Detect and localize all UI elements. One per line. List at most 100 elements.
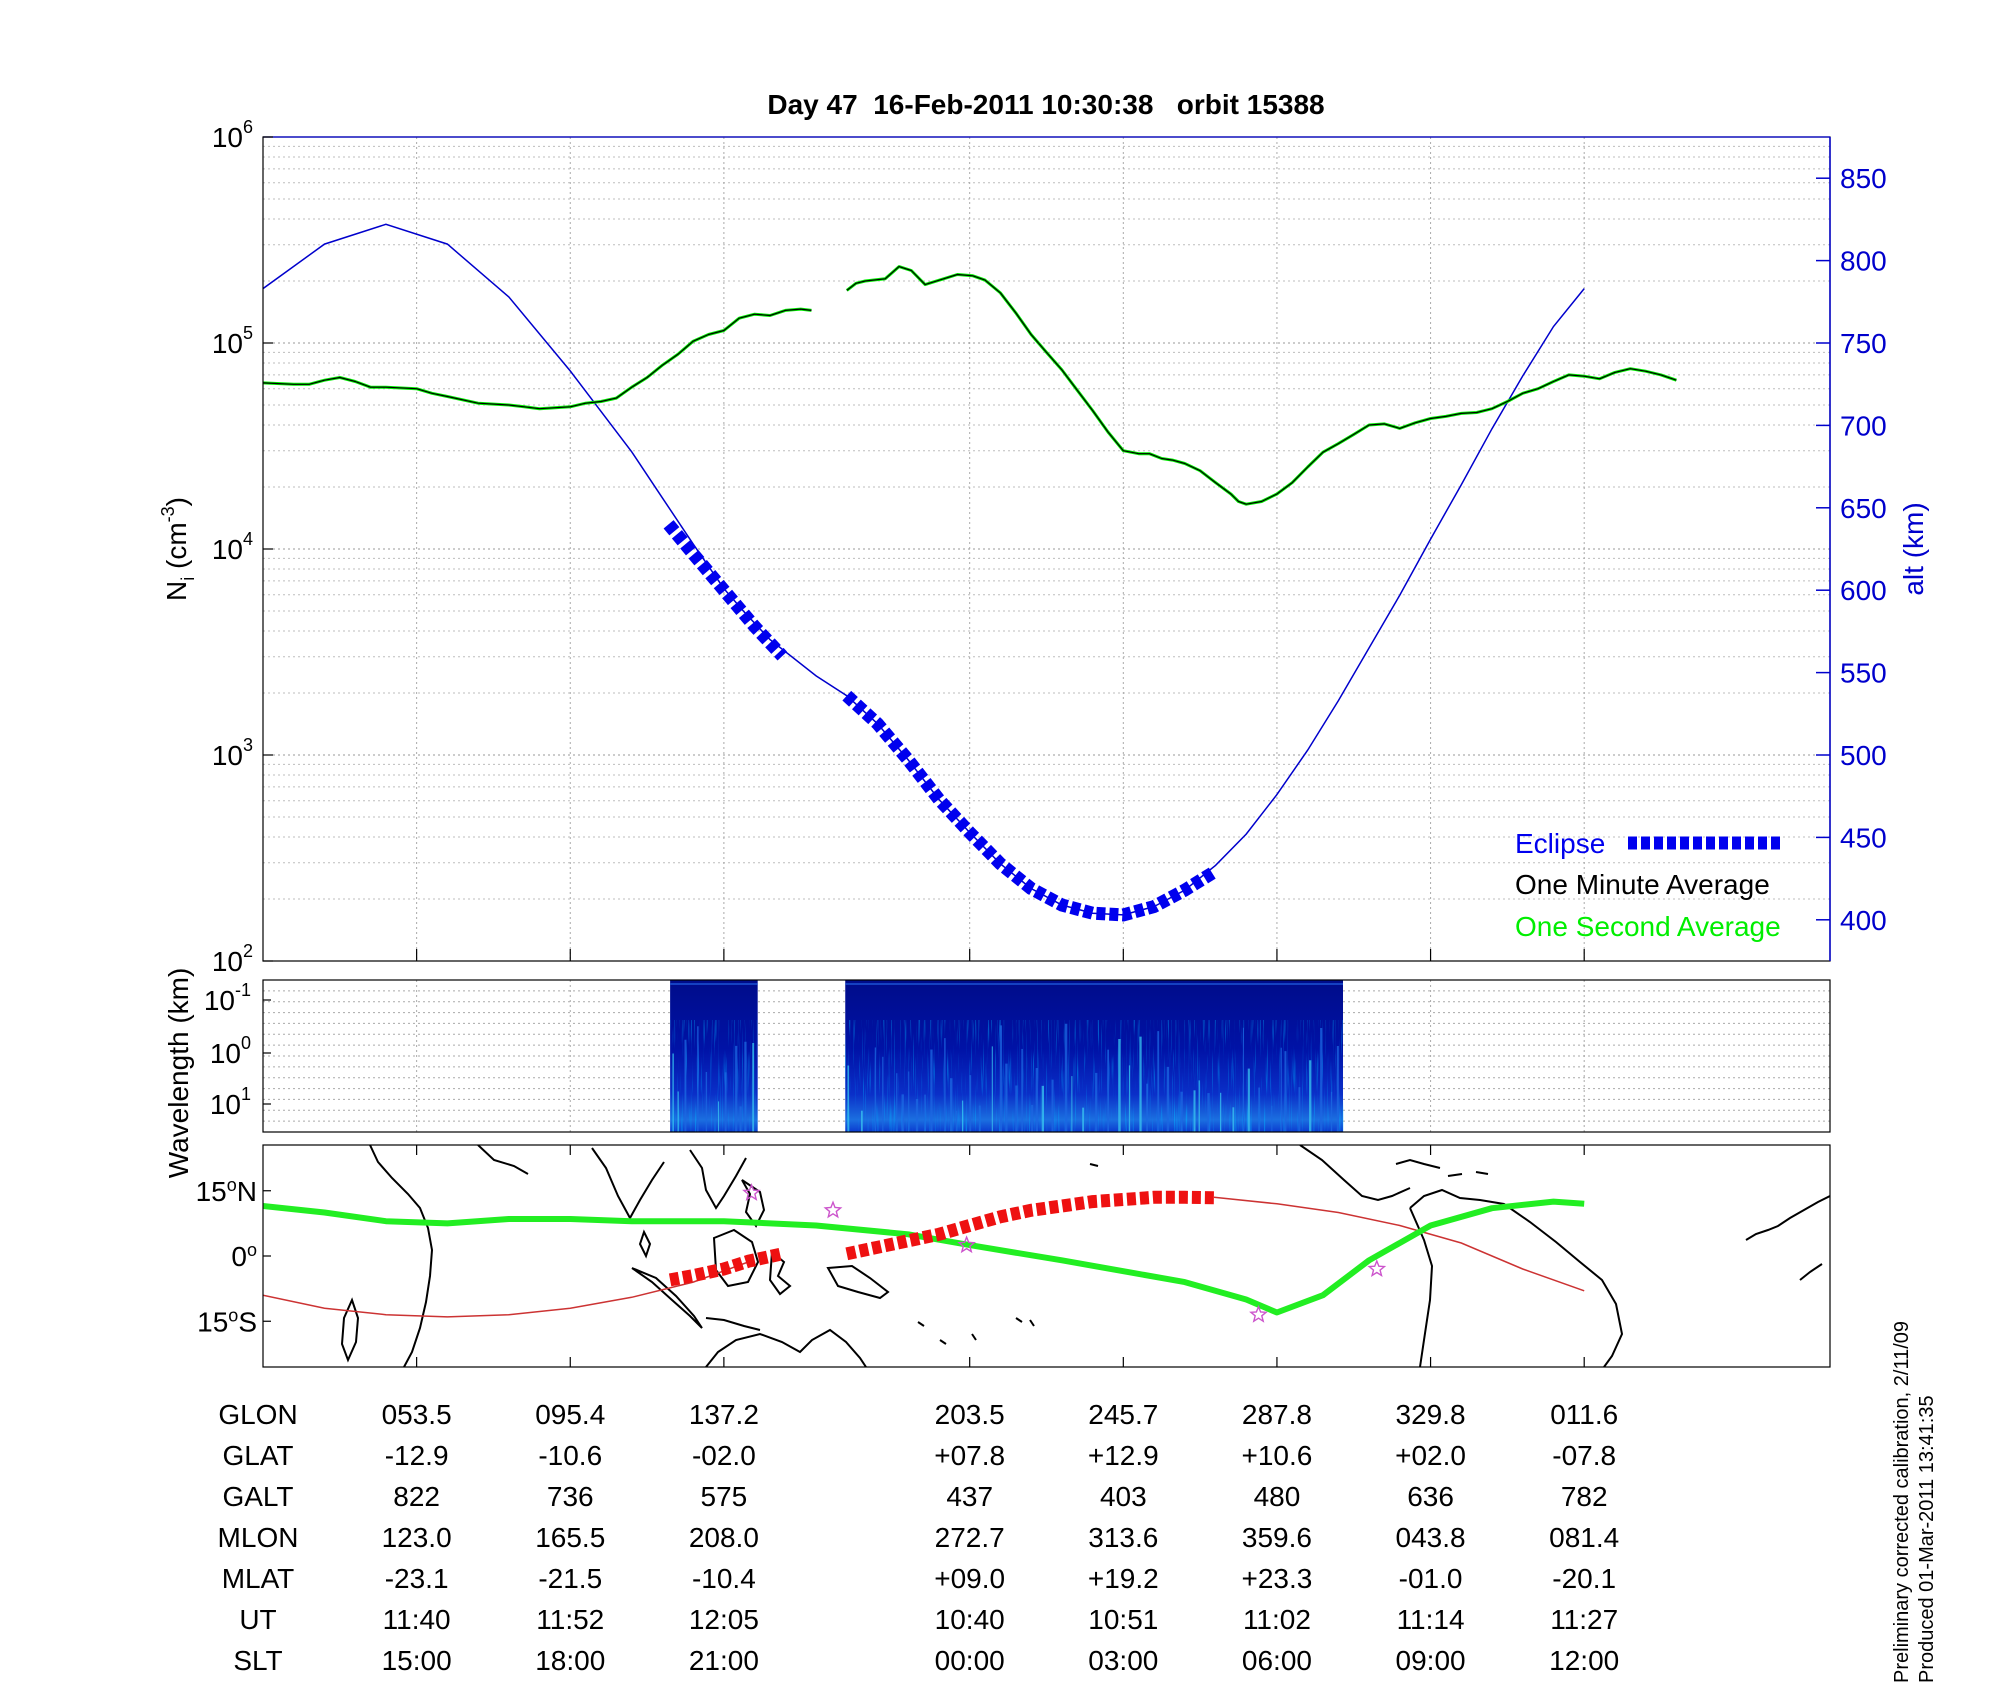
table-cell: +09.0	[934, 1563, 1005, 1594]
coast-caribbean	[1395, 1158, 1489, 1177]
table-cell: 329.8	[1396, 1399, 1466, 1430]
ground-track-line	[263, 1198, 1585, 1316]
magnetic-equator-east	[1213, 1196, 1585, 1292]
table-cell: 313.6	[1088, 1522, 1158, 1553]
coast-west-africa	[1745, 1195, 1830, 1241]
station-star-marker	[1367, 1259, 1387, 1278]
table-cell: -20.1	[1552, 1563, 1616, 1594]
eclipse-segment	[842, 690, 1218, 922]
coast-new-guinea	[826, 1264, 890, 1300]
table-cell: 081.4	[1549, 1522, 1619, 1553]
orbit-parameter-table: GLON 053.5 095.4 137.2 203.5 245.7 287.8 329.8 0…	[218, 1399, 1620, 1676]
spectrogram-tick-label: 101	[210, 1084, 251, 1120]
table-cell: 575	[701, 1481, 748, 1512]
table-cell: 03:00	[1088, 1645, 1158, 1676]
table-cell: 21:00	[689, 1645, 759, 1676]
calibration-note: Preliminary corrected calibration, 2/11/…	[1891, 1321, 1913, 1683]
station-star-marker	[1249, 1304, 1268, 1323]
eclipse-track-segment	[668, 1247, 784, 1287]
altitude-axis-ticks: 400 450 500 550 600 650 700 750 800 850	[1816, 163, 1887, 936]
density-axis-label: Ni (cm-3)	[158, 497, 198, 601]
table-cell: -10.4	[692, 1563, 756, 1594]
altitude-axis-label: alt (km)	[1898, 502, 1929, 595]
spectrogram-y-ticks: 10-1 100 101	[204, 980, 271, 1120]
table-cell: -12.9	[385, 1440, 449, 1471]
table-cell: 11:52	[536, 1604, 604, 1635]
table-row-label: GALT	[222, 1481, 293, 1512]
table-cell: 10:40	[935, 1604, 1005, 1635]
table-cell: 165.5	[535, 1522, 605, 1553]
main-panel: 102 103 104 105 106 400 450 500 550 600 650 700 750…	[158, 117, 1929, 977]
production-note: Produced 01-Mar-2011 13:41:35	[1916, 1395, 1938, 1683]
density-unit-exponent: -3	[158, 506, 178, 522]
table-row-label: GLAT	[222, 1440, 293, 1471]
coast-philippines	[741, 1179, 766, 1228]
table-row-label: MLON	[218, 1522, 299, 1553]
table-cell: 11:02	[1243, 1604, 1311, 1635]
magnetic-equator-west	[263, 1261, 748, 1318]
table-cell: 09:00	[1396, 1645, 1466, 1676]
table-cell: 15:00	[382, 1645, 452, 1676]
altitude-tick-label: 550	[1840, 658, 1887, 689]
station-star-marker	[823, 1200, 843, 1219]
coast-sulawesi	[768, 1249, 792, 1296]
one-second-average-line	[845, 265, 1677, 506]
density-symbol: N	[161, 581, 192, 601]
table-cell: 480	[1254, 1481, 1301, 1512]
table-cell: +02.0	[1395, 1440, 1466, 1471]
density-unit-suffix: )	[161, 497, 192, 506]
latitude-tick-label: 15oS	[197, 1305, 257, 1337]
table-cell: 00:00	[935, 1645, 1005, 1676]
legend-one-second-label: One Second Average	[1515, 911, 1781, 942]
table-row-label: MLAT	[222, 1563, 295, 1594]
coast-indochina	[689, 1149, 747, 1210]
altitude-tick-label: 650	[1840, 493, 1887, 524]
density-tick-label: 105	[212, 323, 253, 359]
coast-australia	[705, 1328, 867, 1367]
table-cell: +19.2	[1088, 1563, 1159, 1594]
coast-south-america	[1409, 1188, 1624, 1367]
map-panel: 15oN 0o 15oS	[196, 1144, 1831, 1368]
table-cell: 043.8	[1396, 1522, 1466, 1553]
table-cell: 011.6	[1550, 1399, 1618, 1430]
latitude-tick-label: 0o	[231, 1240, 257, 1272]
eclipse-track-segment	[845, 1190, 1215, 1261]
one-minute-average-line	[263, 308, 812, 410]
one-minute-average-line	[846, 266, 1677, 505]
table-cell: -21.5	[538, 1563, 602, 1594]
table-cell: -10.6	[538, 1440, 602, 1471]
map-tracks	[263, 1182, 1585, 1323]
table-cell: -01.0	[1399, 1563, 1463, 1594]
table-cell: 123.0	[382, 1522, 452, 1553]
table-cell: -02.0	[692, 1440, 756, 1471]
table-cell: 11:40	[383, 1604, 451, 1635]
table-cell: 095.4	[535, 1399, 605, 1430]
spectrogram-data	[670, 980, 1344, 1132]
one-second-average-line	[263, 307, 812, 411]
table-cell: 272.7	[935, 1522, 1005, 1553]
coast-arabia	[477, 1145, 529, 1175]
map-coastlines	[340, 1145, 1830, 1367]
spectrogram-y-label: Wavelength (km)	[163, 968, 194, 1179]
table-row-label: UT	[239, 1604, 276, 1635]
table-cell: 822	[393, 1481, 440, 1512]
legend: Eclipse One Minute Average One Second Av…	[1515, 828, 1782, 942]
table-cell: 782	[1561, 1481, 1608, 1512]
coast-java	[705, 1317, 761, 1331]
coast-north-america	[1299, 1145, 1411, 1202]
station-star-marker	[957, 1235, 977, 1254]
density-tick-label: 106	[212, 117, 253, 153]
density-subscript: i	[178, 577, 198, 581]
table-row-label: GLON	[218, 1399, 297, 1430]
altitude-line	[263, 223, 1585, 916]
main-x-ticks	[416, 949, 1585, 961]
coast-madagascar	[340, 1297, 360, 1363]
table-cell: 636	[1407, 1481, 1454, 1512]
map-x-ticks	[416, 1145, 1585, 1367]
altitude-tick-label: 750	[1840, 328, 1887, 359]
coast-srilanka	[638, 1229, 652, 1259]
altitude-tick-label: 700	[1840, 410, 1887, 441]
altitude-tick-label: 450	[1840, 822, 1887, 853]
table-cell: 11:14	[1397, 1604, 1465, 1635]
